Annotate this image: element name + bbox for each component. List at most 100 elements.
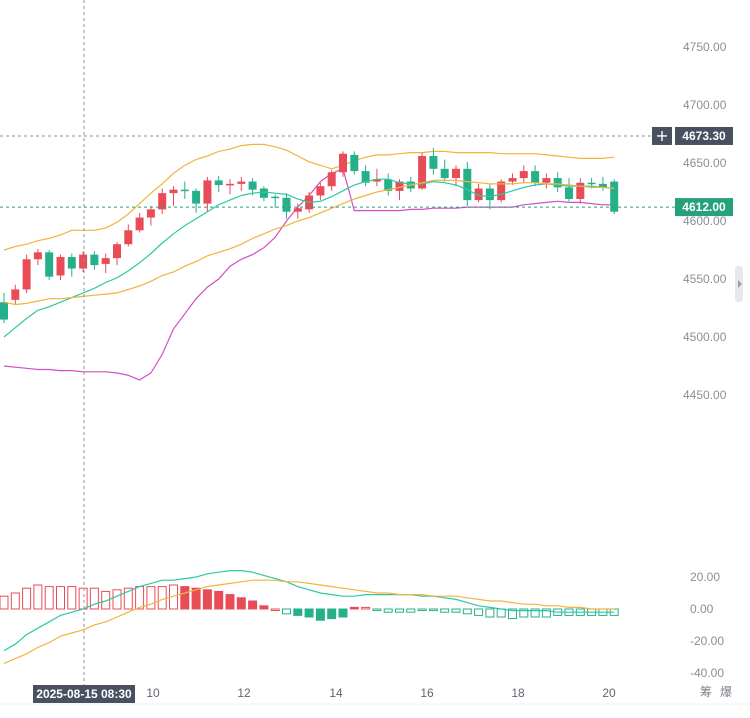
indicator-tick-label: 20.00 xyxy=(690,570,720,584)
indicator-tick-label: -20.00 xyxy=(690,634,724,648)
candle-up xyxy=(452,168,460,179)
candle-up xyxy=(576,182,585,199)
macd-bar-negative xyxy=(530,608,540,618)
macd-bar-positive xyxy=(349,606,359,610)
candle-down xyxy=(259,188,268,198)
moving-average-lines xyxy=(3,178,615,338)
time-tick-label: 14 xyxy=(329,686,343,700)
candle-up xyxy=(113,244,121,259)
candle-down xyxy=(350,154,359,172)
candle-up xyxy=(22,259,31,290)
macd-fast-line xyxy=(3,569,615,652)
macd-bar-positive xyxy=(44,586,54,610)
candle-down xyxy=(192,190,201,204)
macd-bar-negative xyxy=(508,608,517,620)
last-price-tag xyxy=(675,198,733,217)
candle-down xyxy=(610,181,619,212)
macd-bar-negative xyxy=(417,608,427,612)
candle-up xyxy=(33,252,42,260)
macd-bar-positive xyxy=(248,600,258,610)
macd-bar-negative xyxy=(315,608,325,621)
macd-bar-negative xyxy=(372,608,382,612)
macd-bar-negative xyxy=(496,608,506,618)
candle-down xyxy=(429,156,438,169)
candle-up xyxy=(169,189,178,194)
macd-bar-negative xyxy=(541,608,551,618)
macd-bar-positive xyxy=(236,597,246,610)
macd-bar-negative xyxy=(383,608,393,613)
candle-down xyxy=(180,189,189,192)
candle-up xyxy=(316,186,325,196)
candle-up xyxy=(124,230,133,245)
macd-bar-positive xyxy=(78,587,88,610)
time-tick-label: 16 xyxy=(420,686,434,700)
time-tick-label: 12 xyxy=(237,686,251,700)
candle-down xyxy=(361,171,370,183)
candle-down xyxy=(598,183,607,188)
blast-label[interactable]: 爆 xyxy=(720,685,732,699)
price-tick-label: 4450.00 xyxy=(683,388,727,402)
axes: 4750.00 4700.00 4650.00 4600.00 4550.00 4500.… xyxy=(0,40,750,705)
ma-fast-line xyxy=(3,178,615,338)
candle-up xyxy=(474,188,483,201)
price-tick-label: 4650.00 xyxy=(683,156,727,170)
macd-bar-positive xyxy=(123,587,133,610)
macd-bar-positive xyxy=(135,586,145,610)
candle-down xyxy=(440,168,449,179)
macd-bar-negative xyxy=(428,608,438,612)
plus-icon xyxy=(657,130,667,141)
candle-up xyxy=(135,217,144,231)
price-tick-label: 4750.00 xyxy=(683,40,727,54)
indicator-tick-label: 0.00 xyxy=(690,602,714,616)
macd-bar-positive xyxy=(191,587,201,610)
macd-bar-positive xyxy=(67,586,77,610)
candle-up xyxy=(339,153,347,173)
candle-down xyxy=(384,179,393,191)
macd-bar-positive xyxy=(202,589,212,610)
macd-bar-negative xyxy=(327,608,337,620)
macd-bar-negative xyxy=(451,608,461,613)
candle-up xyxy=(101,258,110,264)
price-tick-label: 4700.00 xyxy=(683,98,727,112)
chips-label[interactable]: 筹 xyxy=(700,685,712,699)
candle-down xyxy=(67,256,76,269)
candle-up xyxy=(327,172,336,187)
candle-up xyxy=(203,180,212,204)
macd-bar-positive xyxy=(33,584,43,610)
candle-up xyxy=(519,171,528,179)
candle-up xyxy=(158,193,167,210)
candle-up xyxy=(146,209,155,218)
macd-bar-positive xyxy=(89,587,99,610)
macd-bar-negative xyxy=(338,608,348,618)
band-upper-line xyxy=(3,143,615,251)
candle-down xyxy=(282,197,291,212)
candle-up xyxy=(542,178,551,183)
candle-down xyxy=(0,302,8,320)
candle-up xyxy=(372,179,381,182)
last-price-label: 4612.00 xyxy=(682,200,726,214)
macd-bar-negative xyxy=(395,608,404,613)
macd-bar-positive xyxy=(259,605,269,610)
candle-up xyxy=(293,208,302,212)
candle-up xyxy=(497,181,506,201)
macd-bar-negative xyxy=(462,608,472,615)
crosshair-date-tag xyxy=(33,685,135,703)
candle-down xyxy=(90,254,99,266)
macd-bar-negative xyxy=(474,608,484,616)
candle-down xyxy=(485,188,494,201)
macd-bar-negative xyxy=(519,608,529,618)
candle-down xyxy=(248,181,257,190)
candle-down xyxy=(45,252,54,277)
candle-up xyxy=(11,289,20,300)
price-tick-label: 4550.00 xyxy=(683,272,727,286)
macd-bar-positive xyxy=(180,586,190,610)
macd-bar-positive xyxy=(270,608,280,611)
time-tick-label: 18 xyxy=(511,686,525,700)
macd-slow-line xyxy=(3,579,615,664)
price-tick-label: 4600.00 xyxy=(683,214,727,228)
candle-up xyxy=(237,181,246,184)
crosshair-price-tag xyxy=(675,126,733,145)
macd-bar-negative xyxy=(485,608,495,618)
side-panel-handle[interactable] xyxy=(735,266,743,302)
